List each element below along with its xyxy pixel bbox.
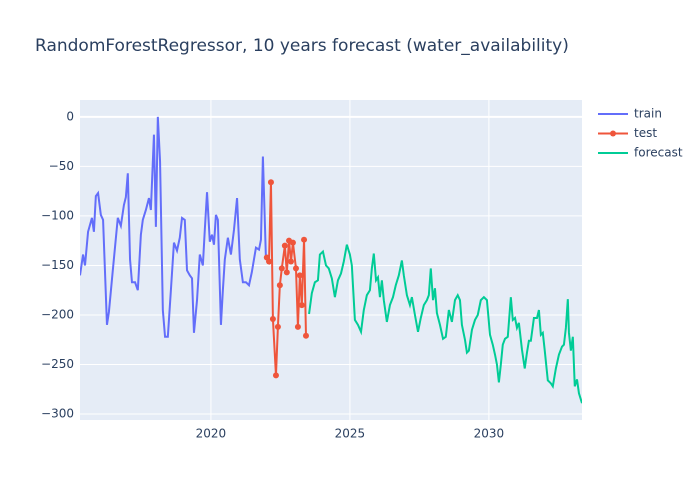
legend-label: test xyxy=(634,126,657,140)
marker xyxy=(274,323,281,330)
marker xyxy=(266,258,273,265)
y-tick-label: −300 xyxy=(41,407,74,421)
marker xyxy=(269,315,276,322)
y-tick-label: 0 xyxy=(66,109,74,123)
series-line xyxy=(308,244,582,404)
marker xyxy=(302,332,309,339)
marker xyxy=(281,242,288,249)
x-tick-label: 2030 xyxy=(474,427,505,441)
marker xyxy=(278,265,285,272)
chart-title: RandomForestRegressor, 10 years forecast… xyxy=(35,36,569,56)
marker xyxy=(292,265,299,272)
marker xyxy=(272,372,279,379)
y-tick-label: −250 xyxy=(41,357,74,371)
series-line xyxy=(80,116,267,338)
y-tick-label: −100 xyxy=(41,208,74,222)
x-tick-label: 2025 xyxy=(335,427,366,441)
marker xyxy=(289,239,296,246)
marker xyxy=(267,179,274,186)
marker xyxy=(301,236,308,243)
marker xyxy=(294,323,301,330)
marker xyxy=(276,282,283,289)
x-tick-label: 2020 xyxy=(196,427,227,441)
marker xyxy=(298,302,305,309)
plot-area xyxy=(80,100,582,420)
marker xyxy=(296,272,303,279)
y-tick-label: −200 xyxy=(41,307,74,321)
y-tick-label: −150 xyxy=(41,258,74,272)
legend-marker xyxy=(610,130,616,137)
legend-label: forecast xyxy=(634,146,683,160)
y-tick-label: −50 xyxy=(49,159,74,173)
marker xyxy=(283,269,290,276)
marker xyxy=(287,258,294,265)
legend-label: train xyxy=(634,107,662,121)
